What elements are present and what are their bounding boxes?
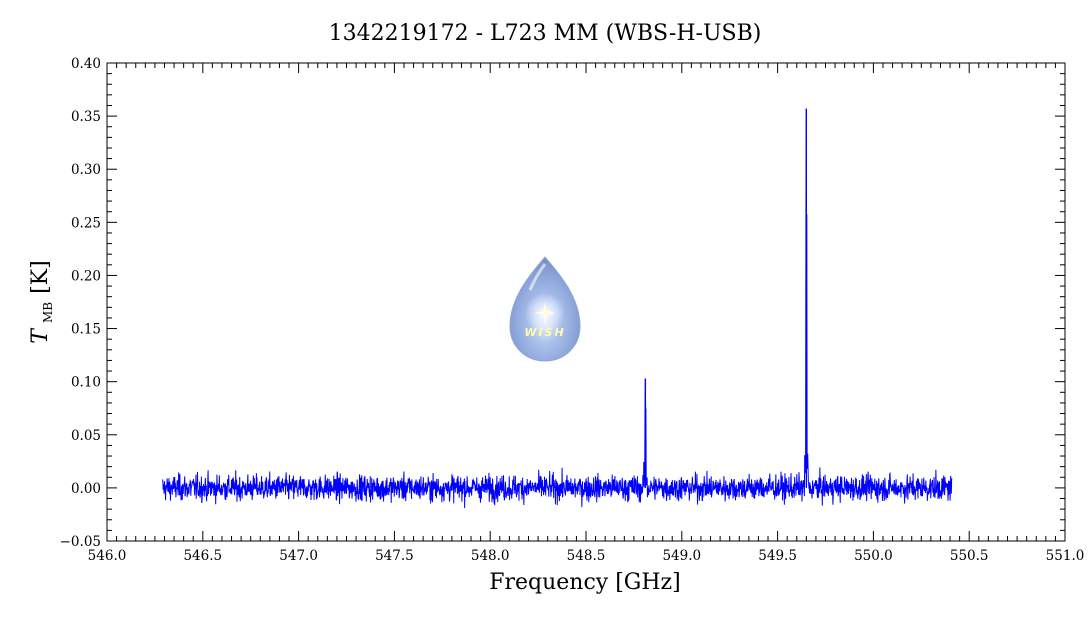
x-tick-label: 547.5 xyxy=(375,548,414,564)
x-tick-label: 549.0 xyxy=(662,548,701,564)
chart-title: 1342219172 - L723 MM (WBS-H-USB) xyxy=(329,21,762,46)
axes-layer: 546.0 546.5 547.0 547.5 548.0 548.5 549.0 549.5… xyxy=(60,56,1085,564)
y-tick-label: 0.30 xyxy=(71,162,101,178)
x-tick-label: 550.5 xyxy=(950,548,989,564)
y-tick-label: −0.05 xyxy=(60,534,101,550)
y-tick-label: 0.10 xyxy=(71,375,101,391)
y-tick-label: 0.05 xyxy=(71,428,101,444)
plot-frame xyxy=(106,62,1066,542)
x-tick-label: 546.5 xyxy=(183,548,222,564)
x-tick-label: 549.5 xyxy=(758,548,797,564)
x-tick-label: 547.0 xyxy=(279,548,318,564)
y-axis-label: T MB [K] xyxy=(28,260,56,343)
y-tick-label: 0.40 xyxy=(71,56,101,72)
y-tick-label: 0.15 xyxy=(71,322,101,338)
spectrum-series-layer xyxy=(162,108,953,509)
x-tick-label: 548.5 xyxy=(567,548,606,564)
x-tick-label: 551.0 xyxy=(1046,548,1085,564)
x-tick-label: 550.0 xyxy=(854,548,893,564)
logo-label: WISH xyxy=(524,326,565,339)
spectrum-line xyxy=(162,108,953,509)
x-tick-label: 548.0 xyxy=(471,548,510,564)
x-tick-label: 546.0 xyxy=(88,548,127,564)
y-tick-label: 0.00 xyxy=(71,481,101,497)
y-axis-label-subscript: MB xyxy=(41,302,55,323)
y-axis-label-symbol: T xyxy=(28,327,53,344)
x-axis-label: Frequency [GHz] xyxy=(489,570,681,595)
y-tick-label: 0.25 xyxy=(71,215,101,231)
y-tick-label: 0.35 xyxy=(71,109,101,125)
y-tick-label: 0.20 xyxy=(71,268,101,284)
y-axis-label-unit: [K] xyxy=(28,260,53,294)
wish-logo: WISH xyxy=(509,256,581,362)
svg-text:T MB [K]: T MB [K] xyxy=(28,260,56,343)
